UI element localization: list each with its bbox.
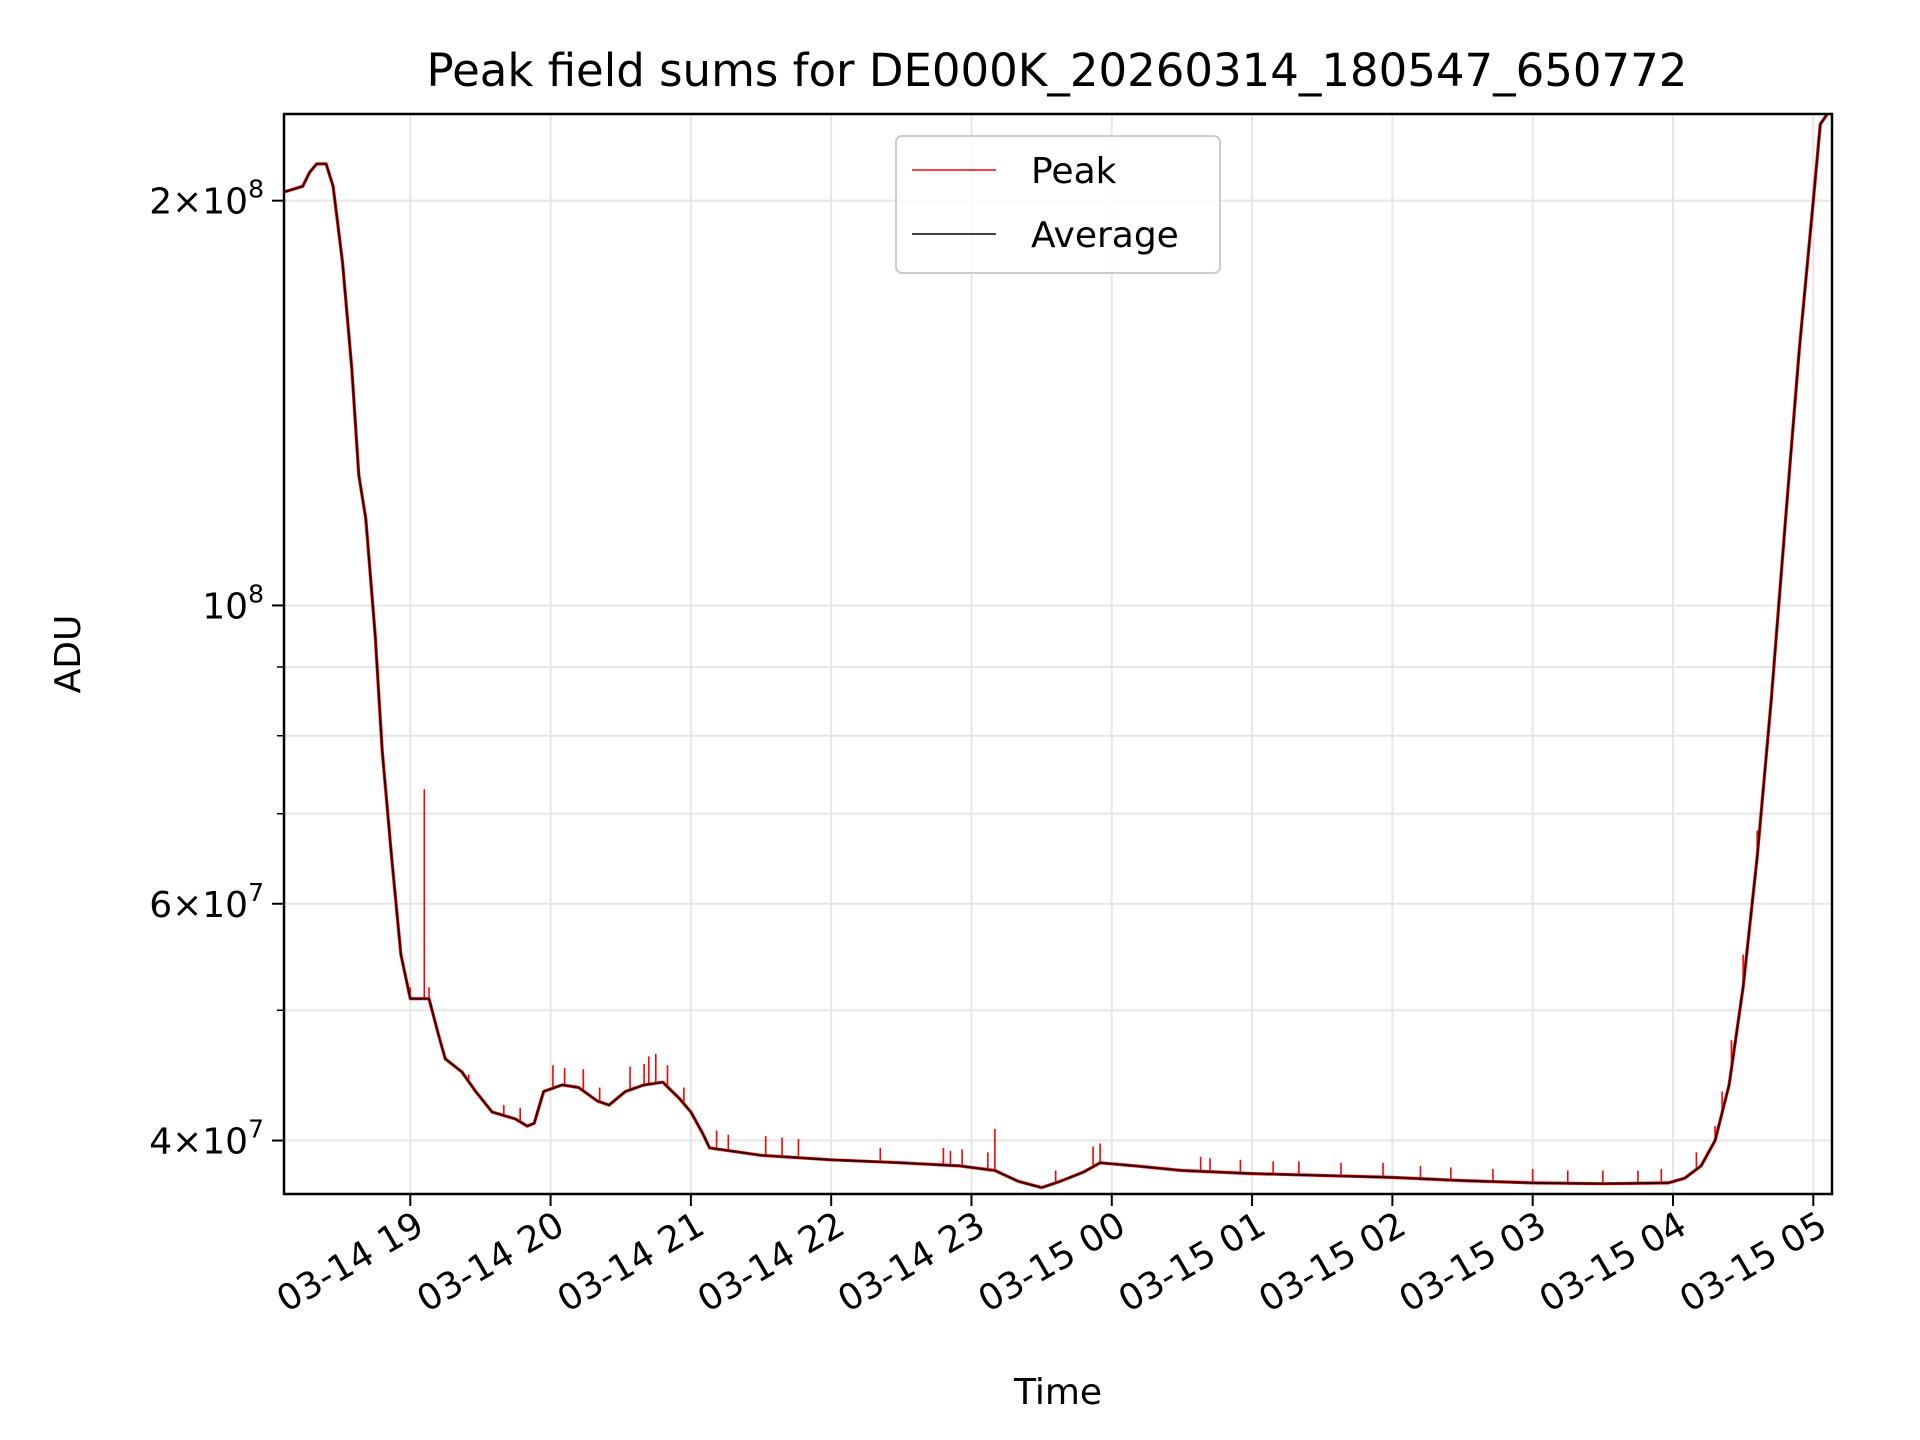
plot-frame: [282, 112, 1834, 1196]
y-axis-ticks: 4×107 6×107 108 2×108: [149, 175, 284, 1163]
legend: Peak Average: [895, 135, 1221, 274]
grid-lines: [284, 114, 1832, 1194]
y-tick-label: 2×108: [149, 175, 264, 223]
x-axis-label: Time: [1013, 1372, 1102, 1413]
legend-average-label: Average: [1031, 215, 1179, 256]
legend-peak-label: Peak: [1031, 151, 1117, 192]
y-tick-label: 6×107: [149, 878, 264, 926]
y-axis-label: ADU: [48, 615, 89, 694]
y-tick-label: 4×107: [149, 1115, 264, 1163]
average-line: [283, 113, 1828, 1189]
chart-title: Peak field sums for DE000K_20260314_1805…: [427, 44, 1688, 97]
average-series: [283, 113, 1828, 1189]
y-tick-label: 108: [202, 579, 264, 627]
